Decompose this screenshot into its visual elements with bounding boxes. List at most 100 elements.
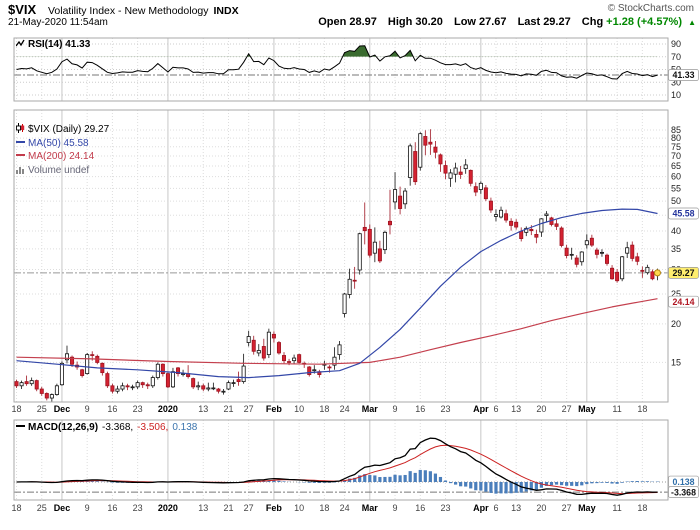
svg-text:May: May xyxy=(578,503,596,513)
chart-title-row: Volatility Index - New Methodology INDX xyxy=(48,5,239,17)
svg-text:Mar: Mar xyxy=(362,404,379,414)
svg-text:20: 20 xyxy=(671,319,681,329)
legend-ma200-row: MA(200) 24.14 xyxy=(16,150,109,164)
svg-text:Feb: Feb xyxy=(266,503,283,513)
low-label: Low xyxy=(453,16,476,28)
svg-text:50: 50 xyxy=(671,196,681,206)
svg-text:Dec: Dec xyxy=(54,503,71,513)
svg-text:21: 21 xyxy=(223,503,233,513)
svg-text:41.33: 41.33 xyxy=(672,70,694,80)
svg-text:70: 70 xyxy=(671,151,681,161)
main-legend: $VIX (Daily) 29.27 MA(50) 45.58 MA(200) … xyxy=(16,123,109,177)
svg-text:30: 30 xyxy=(671,77,681,87)
chg-up-arrow-icon: ▲ xyxy=(688,18,696,27)
svg-text:10: 10 xyxy=(294,503,304,513)
chg-value: +1.28 (+4.57%) xyxy=(606,16,683,28)
svg-text:27: 27 xyxy=(244,404,254,414)
svg-text:Apr: Apr xyxy=(473,404,489,414)
svg-text:40: 40 xyxy=(671,226,681,236)
svg-text:13: 13 xyxy=(511,503,521,513)
svg-text:23: 23 xyxy=(133,503,143,513)
svg-text:18: 18 xyxy=(637,503,647,513)
svg-text:10: 10 xyxy=(671,90,681,100)
macd-legend-name: MACD(12,26,9) xyxy=(28,422,99,433)
svg-text:90: 90 xyxy=(671,39,681,49)
svg-text:6: 6 xyxy=(493,404,498,414)
svg-text:2020: 2020 xyxy=(158,404,178,414)
quote-line: Open 28.97 High 30.20 Low 27.67 Last 29.27 C… xyxy=(310,16,696,28)
svg-text:25: 25 xyxy=(37,404,47,414)
svg-text:24.14: 24.14 xyxy=(672,297,694,307)
symbol: $VIX xyxy=(8,2,37,17)
macd-hist-value: 0.138 xyxy=(172,422,198,433)
ma50-line-swatch xyxy=(16,140,25,143)
svg-text:9: 9 xyxy=(393,404,398,414)
svg-text:20: 20 xyxy=(536,503,546,513)
last-label: Last xyxy=(517,16,541,28)
svg-text:11: 11 xyxy=(612,404,621,414)
svg-text:23: 23 xyxy=(133,404,143,414)
svg-text:11: 11 xyxy=(612,503,621,513)
legend-symbol-row: $VIX (Daily) 29.27 xyxy=(16,123,109,137)
svg-text:70: 70 xyxy=(671,52,681,62)
rsi-legend-label: RSI(14) 41.33 xyxy=(28,39,91,50)
svg-text:16: 16 xyxy=(415,404,425,414)
legend-symbol: $VIX (Daily) 29.27 xyxy=(28,124,110,135)
svg-text:Dec: Dec xyxy=(54,404,71,414)
svg-text:13: 13 xyxy=(511,404,521,414)
high-value: 30.20 xyxy=(415,16,443,28)
svg-text:Apr: Apr xyxy=(473,503,489,513)
svg-text:13: 13 xyxy=(198,404,208,414)
candlestick-icon xyxy=(16,123,25,138)
volume-bars-icon xyxy=(16,165,25,179)
svg-text:9: 9 xyxy=(393,503,398,513)
svg-text:23: 23 xyxy=(441,404,451,414)
svg-text:60: 60 xyxy=(671,172,681,182)
high-label: High xyxy=(387,16,413,28)
legend-ma50: MA(50) 45.58 xyxy=(28,137,89,149)
svg-text:13: 13 xyxy=(198,503,208,513)
svg-text:15: 15 xyxy=(671,357,681,367)
copyright: © StockCharts.com xyxy=(607,3,694,14)
svg-text:-3.368: -3.368 xyxy=(671,487,696,497)
svg-text:16: 16 xyxy=(415,503,425,513)
svg-text:18: 18 xyxy=(12,503,22,513)
svg-text:85: 85 xyxy=(671,125,681,135)
svg-text:Feb: Feb xyxy=(266,404,283,414)
svg-text:10: 10 xyxy=(294,404,304,414)
svg-text:27: 27 xyxy=(244,503,254,513)
rsi-line-chart-icon xyxy=(15,39,25,51)
macd-signal-value: -3.506, xyxy=(137,422,169,433)
exchange-label: INDX xyxy=(213,4,239,17)
legend-volume-row: Volume undef xyxy=(16,164,109,178)
open-value: 28.97 xyxy=(349,16,377,28)
svg-text:Mar: Mar xyxy=(362,503,379,513)
chart-title: Volatility Index - New Methodology xyxy=(48,4,209,17)
svg-text:24: 24 xyxy=(340,404,350,414)
svg-text:May: May xyxy=(578,404,596,414)
svg-text:27: 27 xyxy=(562,404,572,414)
svg-text:55: 55 xyxy=(671,183,681,193)
svg-text:21: 21 xyxy=(223,404,233,414)
legend-ma50-row: MA(50) 45.58 xyxy=(16,137,109,151)
open-label: Open xyxy=(318,16,347,28)
svg-text:25: 25 xyxy=(37,503,47,513)
svg-text:6: 6 xyxy=(493,503,498,513)
svg-text:45.58: 45.58 xyxy=(672,209,694,219)
svg-text:24: 24 xyxy=(340,503,350,513)
legend-ma200: MA(200) 24.14 xyxy=(28,151,95,162)
last-price-marker xyxy=(653,269,661,277)
svg-text:0.138: 0.138 xyxy=(672,477,694,487)
svg-text:20: 20 xyxy=(536,404,546,414)
svg-text:65: 65 xyxy=(671,161,681,171)
datetime: 21-May-2020 11:54am xyxy=(8,17,108,28)
legend-volume: Volume undef xyxy=(28,164,90,176)
last-value: 29.27 xyxy=(543,16,571,28)
svg-text:9: 9 xyxy=(85,503,90,513)
macd-line-swatch xyxy=(16,425,25,427)
svg-text:18: 18 xyxy=(12,404,22,414)
svg-text:27: 27 xyxy=(562,503,572,513)
svg-text:25: 25 xyxy=(671,289,681,299)
